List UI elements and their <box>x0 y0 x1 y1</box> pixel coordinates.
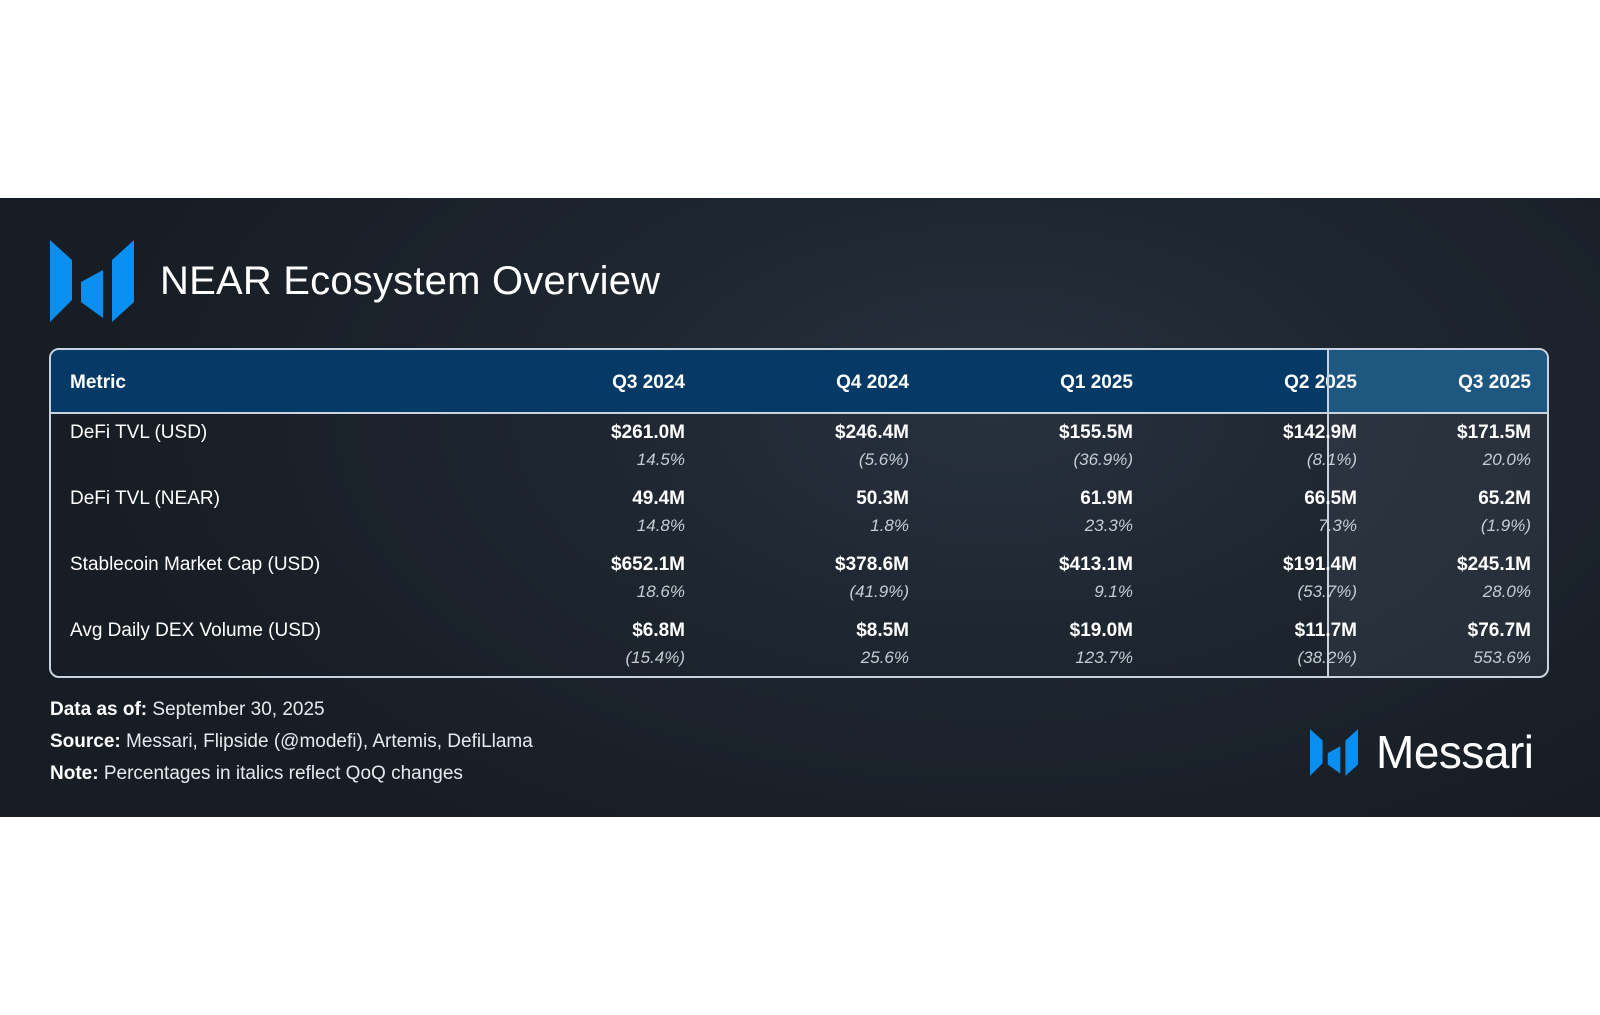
footnotes: Data as of: September 30, 2025 Source: M… <box>50 694 533 790</box>
messari-logo-icon <box>50 240 134 322</box>
table-row: DeFi TVL (USD) $261.0M 14.5% $246.4M (5.… <box>51 414 1547 480</box>
cell-change: 553.6% <box>1473 648 1531 667</box>
cell-change: 7.3% <box>1318 516 1357 535</box>
cell-value: $171.5M <box>1457 422 1531 443</box>
source-line: Source: Messari, Flipside (@modefi), Art… <box>50 726 533 758</box>
cell-change: 123.7% <box>1075 648 1133 667</box>
row-label: DeFi TVL (NEAR) <box>70 488 220 509</box>
cell-change: 28.0% <box>1482 582 1531 601</box>
cell-value: 61.9M <box>1080 488 1133 509</box>
cell-change: (1.9%) <box>1480 516 1531 535</box>
cell-change: (8.1%) <box>1306 450 1357 469</box>
cell-change: (53.7%) <box>1297 582 1357 601</box>
table-row: DeFi TVL (NEAR) 49.4M 14.8% 50.3M 1.8% 6… <box>51 480 1547 546</box>
title-row: NEAR Ecosystem Overview <box>50 240 660 322</box>
cell-value: 65.2M <box>1478 488 1531 509</box>
cell-change: (36.9%) <box>1073 450 1133 469</box>
cell-value: $11.7M <box>1294 620 1357 641</box>
note-line: Note: Percentages in italics reflect QoQ… <box>50 758 533 790</box>
cell-value: $76.7M <box>1467 620 1531 641</box>
row-label: Stablecoin Market Cap (USD) <box>70 554 321 575</box>
table-row: Avg Daily DEX Volume (USD) $6.8M (15.4%)… <box>51 612 1547 676</box>
column-header-q4-2024: Q4 2024 <box>836 372 909 393</box>
source-label: Source: <box>50 731 121 752</box>
column-header-q2-2025: Q2 2025 <box>1284 372 1357 393</box>
cell-change: 25.6% <box>860 648 909 667</box>
data-as-of-value: September 30, 2025 <box>152 699 325 720</box>
cell-value: $191.4M <box>1283 554 1357 575</box>
note-label: Note: <box>50 763 99 784</box>
cell-value: $245.1M <box>1457 554 1531 575</box>
cell-change: 1.8% <box>870 516 909 535</box>
cell-value: 50.3M <box>856 488 909 509</box>
cell-change: 18.6% <box>636 582 685 601</box>
column-header-q3-2024: Q3 2024 <box>612 372 685 393</box>
cell-value: 66.5M <box>1304 488 1357 509</box>
cell-change: 23.3% <box>1084 516 1133 535</box>
row-label: Avg Daily DEX Volume (USD) <box>70 620 321 641</box>
column-divider <box>1327 350 1329 676</box>
cell-change: 20.0% <box>1482 450 1531 469</box>
cell-value: 49.4M <box>632 488 685 509</box>
column-header-q1-2025: Q1 2025 <box>1060 372 1133 393</box>
brand-logo: Messari <box>1310 726 1534 778</box>
cell-value: $652.1M <box>611 554 685 575</box>
cell-change: (15.4%) <box>625 648 685 667</box>
cell-value: $142.9M <box>1283 422 1357 443</box>
table-header: Metric Q3 2024 Q4 2024 Q1 2025 Q2 2025 Q… <box>51 350 1547 414</box>
data-as-of-line: Data as of: September 30, 2025 <box>50 694 533 726</box>
source-value: Messari, Flipside (@modefi), Artemis, De… <box>126 731 533 752</box>
note-value: Percentages in italics reflect QoQ chang… <box>103 763 463 784</box>
cell-value: $19.0M <box>1069 620 1133 641</box>
cell-value: $413.1M <box>1059 554 1133 575</box>
cell-change: (5.6%) <box>858 450 909 469</box>
overview-banner: NEAR Ecosystem Overview Metric Q3 2024 Q… <box>0 198 1600 817</box>
cell-change: 14.8% <box>636 516 685 535</box>
column-header-q3-2025: Q3 2025 <box>1458 372 1531 393</box>
cell-change: (38.2%) <box>1297 648 1357 667</box>
messari-logo-icon <box>1310 728 1358 776</box>
brand-name: Messari <box>1376 726 1534 778</box>
current-quarter-header-highlight <box>1327 350 1547 412</box>
metrics-table: Metric Q3 2024 Q4 2024 Q1 2025 Q2 2025 Q… <box>49 348 1549 678</box>
cell-value: $261.0M <box>611 422 685 443</box>
page-title: NEAR Ecosystem Overview <box>160 258 661 303</box>
cell-value: $378.6M <box>835 554 909 575</box>
cell-change: 9.1% <box>1094 582 1133 601</box>
cell-value: $155.5M <box>1059 422 1133 443</box>
cell-value: $8.5M <box>856 620 909 641</box>
data-as-of-label: Data as of: <box>50 699 148 720</box>
column-header-metric: Metric <box>70 372 126 393</box>
cell-value: $6.8M <box>632 620 685 641</box>
cell-value: $246.4M <box>835 422 909 443</box>
cell-change: (41.9%) <box>849 582 909 601</box>
row-label: DeFi TVL (USD) <box>70 422 208 443</box>
table-row: Stablecoin Market Cap (USD) $652.1M 18.6… <box>51 546 1547 612</box>
cell-change: 14.5% <box>636 450 685 469</box>
